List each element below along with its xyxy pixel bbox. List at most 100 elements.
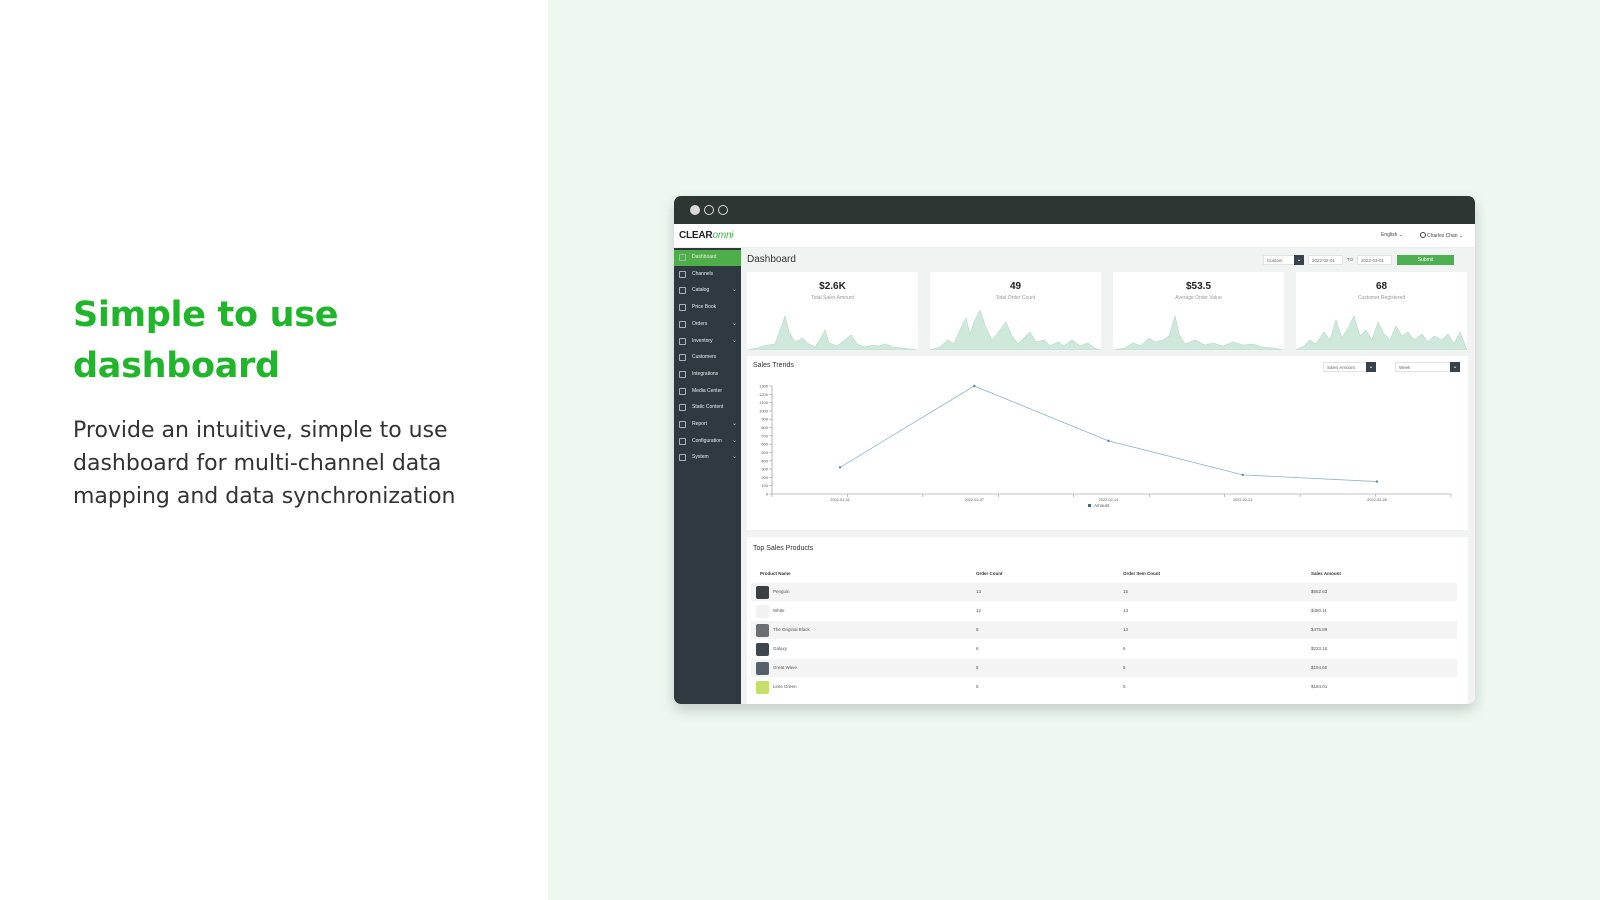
- sidebar-item-price-book[interactable]: Price Book: [674, 300, 741, 316]
- sales-amount-cell: $184.01: [1311, 684, 1328, 689]
- order-count-cell: 6: [976, 646, 979, 651]
- product-thumbnail: [756, 605, 769, 618]
- sparkline-area: [1113, 314, 1284, 350]
- window-minimize-icon[interactable]: [704, 205, 714, 215]
- data-point: [1107, 439, 1110, 443]
- sidebar-item-orders[interactable]: Orders ⌄: [674, 317, 741, 333]
- product-name-cell: The Original Black: [773, 627, 810, 632]
- sidebar-item-system[interactable]: System ⌄: [674, 450, 741, 466]
- submit-button[interactable]: Submit: [1397, 255, 1454, 265]
- sidebar-item-report[interactable]: Report ⌄: [674, 417, 741, 433]
- app-header: CLEARomni English ⌄ Charles Chan ⌄: [674, 224, 1475, 248]
- app-logo[interactable]: CLEARomni: [679, 230, 734, 241]
- y-tick-label: 800: [761, 425, 768, 430]
- date-to-label: TO: [1347, 257, 1354, 262]
- sidebar-item-label: Customers: [692, 354, 717, 361]
- language-label: English: [1381, 232, 1398, 238]
- chevron-down-icon: ⌄: [732, 286, 738, 294]
- static-content-icon: [679, 404, 686, 412]
- order-count-cell: 12: [976, 608, 982, 613]
- column-header-sales-amount[interactable]: Sales Amount: [1311, 571, 1341, 576]
- product-name-cell: White: [773, 608, 785, 613]
- dashboard-content: Dashboard Custom ⌄ 2022-02-01 TO 2022-03…: [741, 248, 1475, 704]
- table-row[interactable]: Lime Green 5 5 $184.01: [751, 678, 1457, 696]
- orders-icon: [679, 320, 686, 328]
- date-range-value: Custom: [1267, 258, 1283, 263]
- table-row[interactable]: Great Wave 5 5 $184.60: [751, 659, 1457, 677]
- price-book-icon: [679, 304, 686, 312]
- sales-amount-cell: $184.60: [1311, 665, 1328, 670]
- sidebar-item-integrations[interactable]: Integrations: [674, 367, 741, 383]
- x-tick-label: 2022-02-07: [965, 498, 984, 502]
- chevron-down-icon[interactable]: ⌄: [1366, 362, 1376, 372]
- data-point: [1241, 473, 1244, 477]
- kpi-value: $2.6K: [819, 281, 846, 292]
- date-range-select[interactable]: Custom: [1263, 255, 1295, 265]
- system-icon: [679, 454, 686, 462]
- sidebar-item-catalog[interactable]: Catalog ⌄: [674, 283, 741, 299]
- kpi-label: Total Sales Amount: [811, 295, 854, 301]
- chevron-down-icon: ⌄: [1398, 232, 1403, 238]
- chevron-down-icon[interactable]: ⌄: [1294, 255, 1304, 265]
- order-count-cell: 8: [976, 627, 979, 632]
- sidebar-item-label: Dashboard: [692, 254, 717, 260]
- chevron-down-icon[interactable]: ⌄: [1450, 362, 1460, 372]
- channels-icon: [679, 270, 686, 278]
- sidebar-item-channels[interactable]: Channels: [674, 267, 741, 283]
- kpi-label: Customer Registered: [1357, 295, 1406, 301]
- column-header-product-name[interactable]: Product Name: [760, 571, 791, 576]
- sidebar-item-customers[interactable]: Customers: [674, 350, 741, 366]
- product-thumbnail: [756, 586, 769, 599]
- product-name-cell: Penguin: [773, 589, 790, 594]
- sales-trends-panel: Sales Trends Sales Amount ⌄ Week ⌄ 0 100 2…: [747, 356, 1468, 530]
- table-row[interactable]: Penguin 13 15 $552.63: [751, 583, 1457, 601]
- order-count-cell: 5: [976, 665, 979, 670]
- sales-amount-cell: $480.11: [1311, 608, 1327, 613]
- user-menu[interactable]: Charles Chan ⌄: [1420, 232, 1463, 239]
- product-thumbnail: [756, 643, 769, 656]
- y-tick-label: 500: [761, 450, 768, 455]
- legend-label: Amount: [1094, 503, 1110, 508]
- sidebar-item-inventory[interactable]: Inventory ⌄: [674, 334, 741, 350]
- date-from-value: 2022-02-01: [1312, 258, 1336, 263]
- order-item-count-cell: 6: [1123, 646, 1126, 651]
- table-row[interactable]: Galaxy 6 6 $223.16: [751, 640, 1457, 658]
- date-from-input[interactable]: 2022-02-01: [1308, 255, 1343, 265]
- sidebar-item-static-content[interactable]: Static Content: [674, 400, 741, 416]
- series-line-amount: [839, 385, 1378, 482]
- kpi-label: Total Order Count: [995, 295, 1036, 301]
- dashboard-icon: [679, 254, 686, 261]
- y-tick-label: 100: [761, 483, 768, 488]
- column-header-order-item-count[interactable]: Order Item Count: [1123, 571, 1161, 576]
- period-select-value: Week: [1399, 365, 1411, 370]
- sparkline-area: [930, 310, 1101, 350]
- language-selector[interactable]: English ⌄: [1381, 232, 1403, 238]
- logo-main-text: CLEAR: [679, 230, 713, 241]
- order-item-count-cell: 13: [1123, 608, 1129, 613]
- top-products-panel: Top Sales Products Product Name Order Co…: [747, 537, 1468, 704]
- kpi-card-customers: 68 Customer Registered: [1296, 272, 1467, 350]
- window-close-icon[interactable]: [690, 205, 700, 215]
- y-tick-label: 200: [761, 475, 768, 480]
- sidebar-item-media-center[interactable]: Media Center: [674, 384, 741, 400]
- period-select[interactable]: Week: [1395, 362, 1451, 372]
- sales-amount-cell: $223.16: [1311, 646, 1328, 651]
- data-point: [973, 384, 976, 388]
- sales-amount-cell: $552.63: [1311, 589, 1328, 594]
- table-row[interactable]: White 12 13 $480.11: [751, 602, 1457, 620]
- column-header-order-count[interactable]: Order Count: [976, 571, 1003, 576]
- sidebar-item-configuration[interactable]: Configuration ⌄: [674, 434, 741, 450]
- metric-select[interactable]: Sales Amount: [1323, 362, 1367, 372]
- kpi-card-orders: 49 Total Order Count: [930, 272, 1101, 350]
- sidebar-item-dashboard[interactable]: Dashboard: [674, 250, 741, 266]
- legend-swatch: [1088, 504, 1091, 507]
- y-tick-label: 0: [766, 492, 769, 497]
- order-item-count-cell: 5: [1123, 665, 1126, 670]
- sales-trends-chart: 0 100 200 300 400 500 600 700 800 900 1000 1100 1200…: [759, 384, 1452, 508]
- window-maximize-icon[interactable]: [718, 205, 728, 215]
- table-row[interactable]: The Original Black 8 13 $475.89: [751, 621, 1457, 639]
- date-to-input[interactable]: 2022-03-01: [1357, 255, 1392, 265]
- slide-right-panel: CLEARomni English ⌄ Charles Chan ⌄ Dashb…: [548, 0, 1600, 900]
- y-tick-label: 1200: [759, 392, 769, 397]
- sidebar-nav: Dashboard Channels Catalog ⌄ Price Book Order…: [674, 248, 741, 704]
